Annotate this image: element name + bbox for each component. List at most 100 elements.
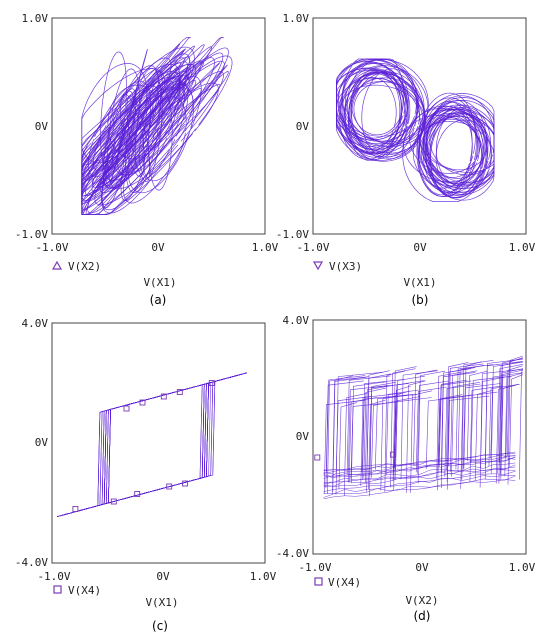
trace-line: [91, 71, 229, 215]
trace-line: [323, 475, 516, 498]
trace-line: [344, 393, 368, 497]
trace-group: [314, 355, 524, 500]
trace-line: [368, 399, 386, 490]
panel-caption: (d): [414, 609, 431, 623]
trace-line: [369, 381, 396, 497]
trace-line: [323, 462, 516, 483]
plot-frame: [51, 17, 266, 235]
trace-line: [425, 396, 464, 470]
trace-marker: [123, 405, 130, 412]
trace-line: [426, 113, 495, 201]
trace-marker: [139, 399, 146, 406]
trace-line: [484, 358, 523, 467]
trace-line: [424, 115, 479, 178]
trace-line: [81, 70, 188, 215]
trace-line: [338, 402, 357, 490]
trace-line: [326, 375, 366, 472]
trace-line: [103, 53, 191, 189]
trace-line: [467, 370, 488, 461]
trace-line: [323, 474, 516, 494]
trace-line: [446, 395, 490, 490]
trace-line: [406, 380, 426, 493]
trace-line: [390, 368, 416, 488]
trace-line: [344, 81, 424, 156]
trace-marker: [389, 451, 396, 458]
trace-line: [470, 375, 513, 463]
trace-line: [323, 470, 516, 492]
trace-line: [400, 370, 439, 480]
trace-line: [323, 400, 366, 494]
x-tick-label-right: 1.0V: [509, 241, 536, 254]
trace-line: [507, 357, 523, 457]
x-tick-label-left: -1.0V: [35, 241, 68, 254]
trace-line: [490, 361, 523, 474]
trace-line: [346, 375, 391, 476]
legend-label: V(X4): [68, 584, 101, 597]
trace-line: [394, 380, 425, 468]
y-tick-label-top: 1.0V: [22, 12, 49, 25]
trace-line: [441, 372, 476, 489]
panel-c: 4.0V 0V -4.0V -1.0V 0V 1.0V V(X4) V(X1) …: [15, 317, 277, 633]
square-icon: [314, 577, 323, 586]
panel-caption: (b): [412, 293, 429, 307]
x-tick-label-left: -1.0V: [298, 561, 331, 574]
trace-line: [440, 368, 471, 473]
panel-b: 1.0V 0V -1.0V -1.0V 0V 1.0V V(X3) V(X1) …: [276, 12, 536, 307]
trace-line: [87, 47, 229, 214]
trace-group: [81, 37, 233, 215]
trace-line: [392, 366, 417, 482]
trace-line: [81, 80, 174, 202]
trace-line: [438, 379, 468, 467]
trace-line: [499, 368, 523, 463]
trace-marker: [134, 491, 141, 497]
legend-label: V(X3): [329, 260, 362, 273]
x-axis-label: V(X2): [405, 594, 438, 607]
trace-line: [336, 59, 420, 142]
y-tick-label-top: 1.0V: [283, 12, 310, 25]
trace-line: [435, 106, 491, 187]
square-icon: [53, 585, 62, 594]
x-tick-label-right: 1.0V: [250, 570, 277, 583]
trace-line: [495, 384, 517, 484]
trace-line: [364, 385, 394, 483]
trace-line: [323, 455, 516, 475]
trace-line: [500, 369, 523, 480]
trace-line: [410, 390, 432, 493]
trace-group: [57, 372, 247, 517]
trace-line: [427, 111, 488, 199]
trace-line: [366, 373, 392, 493]
trace-line: [409, 108, 481, 174]
trace-line: [423, 109, 489, 171]
trace-line: [347, 58, 418, 149]
trace-line: [444, 383, 481, 477]
trace-line: [451, 382, 480, 477]
triangle-up-icon: [51, 260, 63, 270]
legend-label: V(X2): [68, 260, 101, 273]
trace-line: [371, 400, 398, 478]
trace-line: [323, 454, 516, 474]
trace-line: [337, 62, 425, 147]
trace-line: [446, 362, 469, 471]
trace-line: [92, 57, 172, 172]
trace-line: [91, 46, 213, 185]
x-tick-label-left: -1.0V: [296, 241, 329, 254]
trace-line: [505, 365, 523, 458]
trace-marker: [160, 393, 167, 400]
y-tick-label-mid: 0V: [296, 120, 310, 133]
x-axis-label: V(X1): [145, 596, 178, 609]
trace-line: [455, 364, 494, 470]
trace-line: [82, 84, 221, 211]
trace-line: [395, 375, 426, 471]
trace-line: [335, 371, 384, 495]
x-tick-label-mid: 0V: [413, 241, 427, 254]
trace-line: [363, 387, 386, 479]
trace-marker: [110, 498, 117, 505]
trace-marker: [166, 483, 173, 490]
trace-line: [417, 370, 446, 484]
trace-line: [339, 62, 402, 160]
trace-marker: [208, 380, 215, 386]
trace-line: [323, 451, 516, 471]
trace-line: [123, 75, 202, 204]
x-axis-label: V(X1): [143, 276, 176, 289]
